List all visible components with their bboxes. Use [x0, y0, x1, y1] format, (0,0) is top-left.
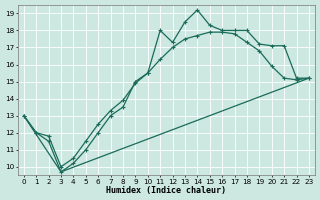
X-axis label: Humidex (Indice chaleur): Humidex (Indice chaleur) [106, 186, 226, 195]
